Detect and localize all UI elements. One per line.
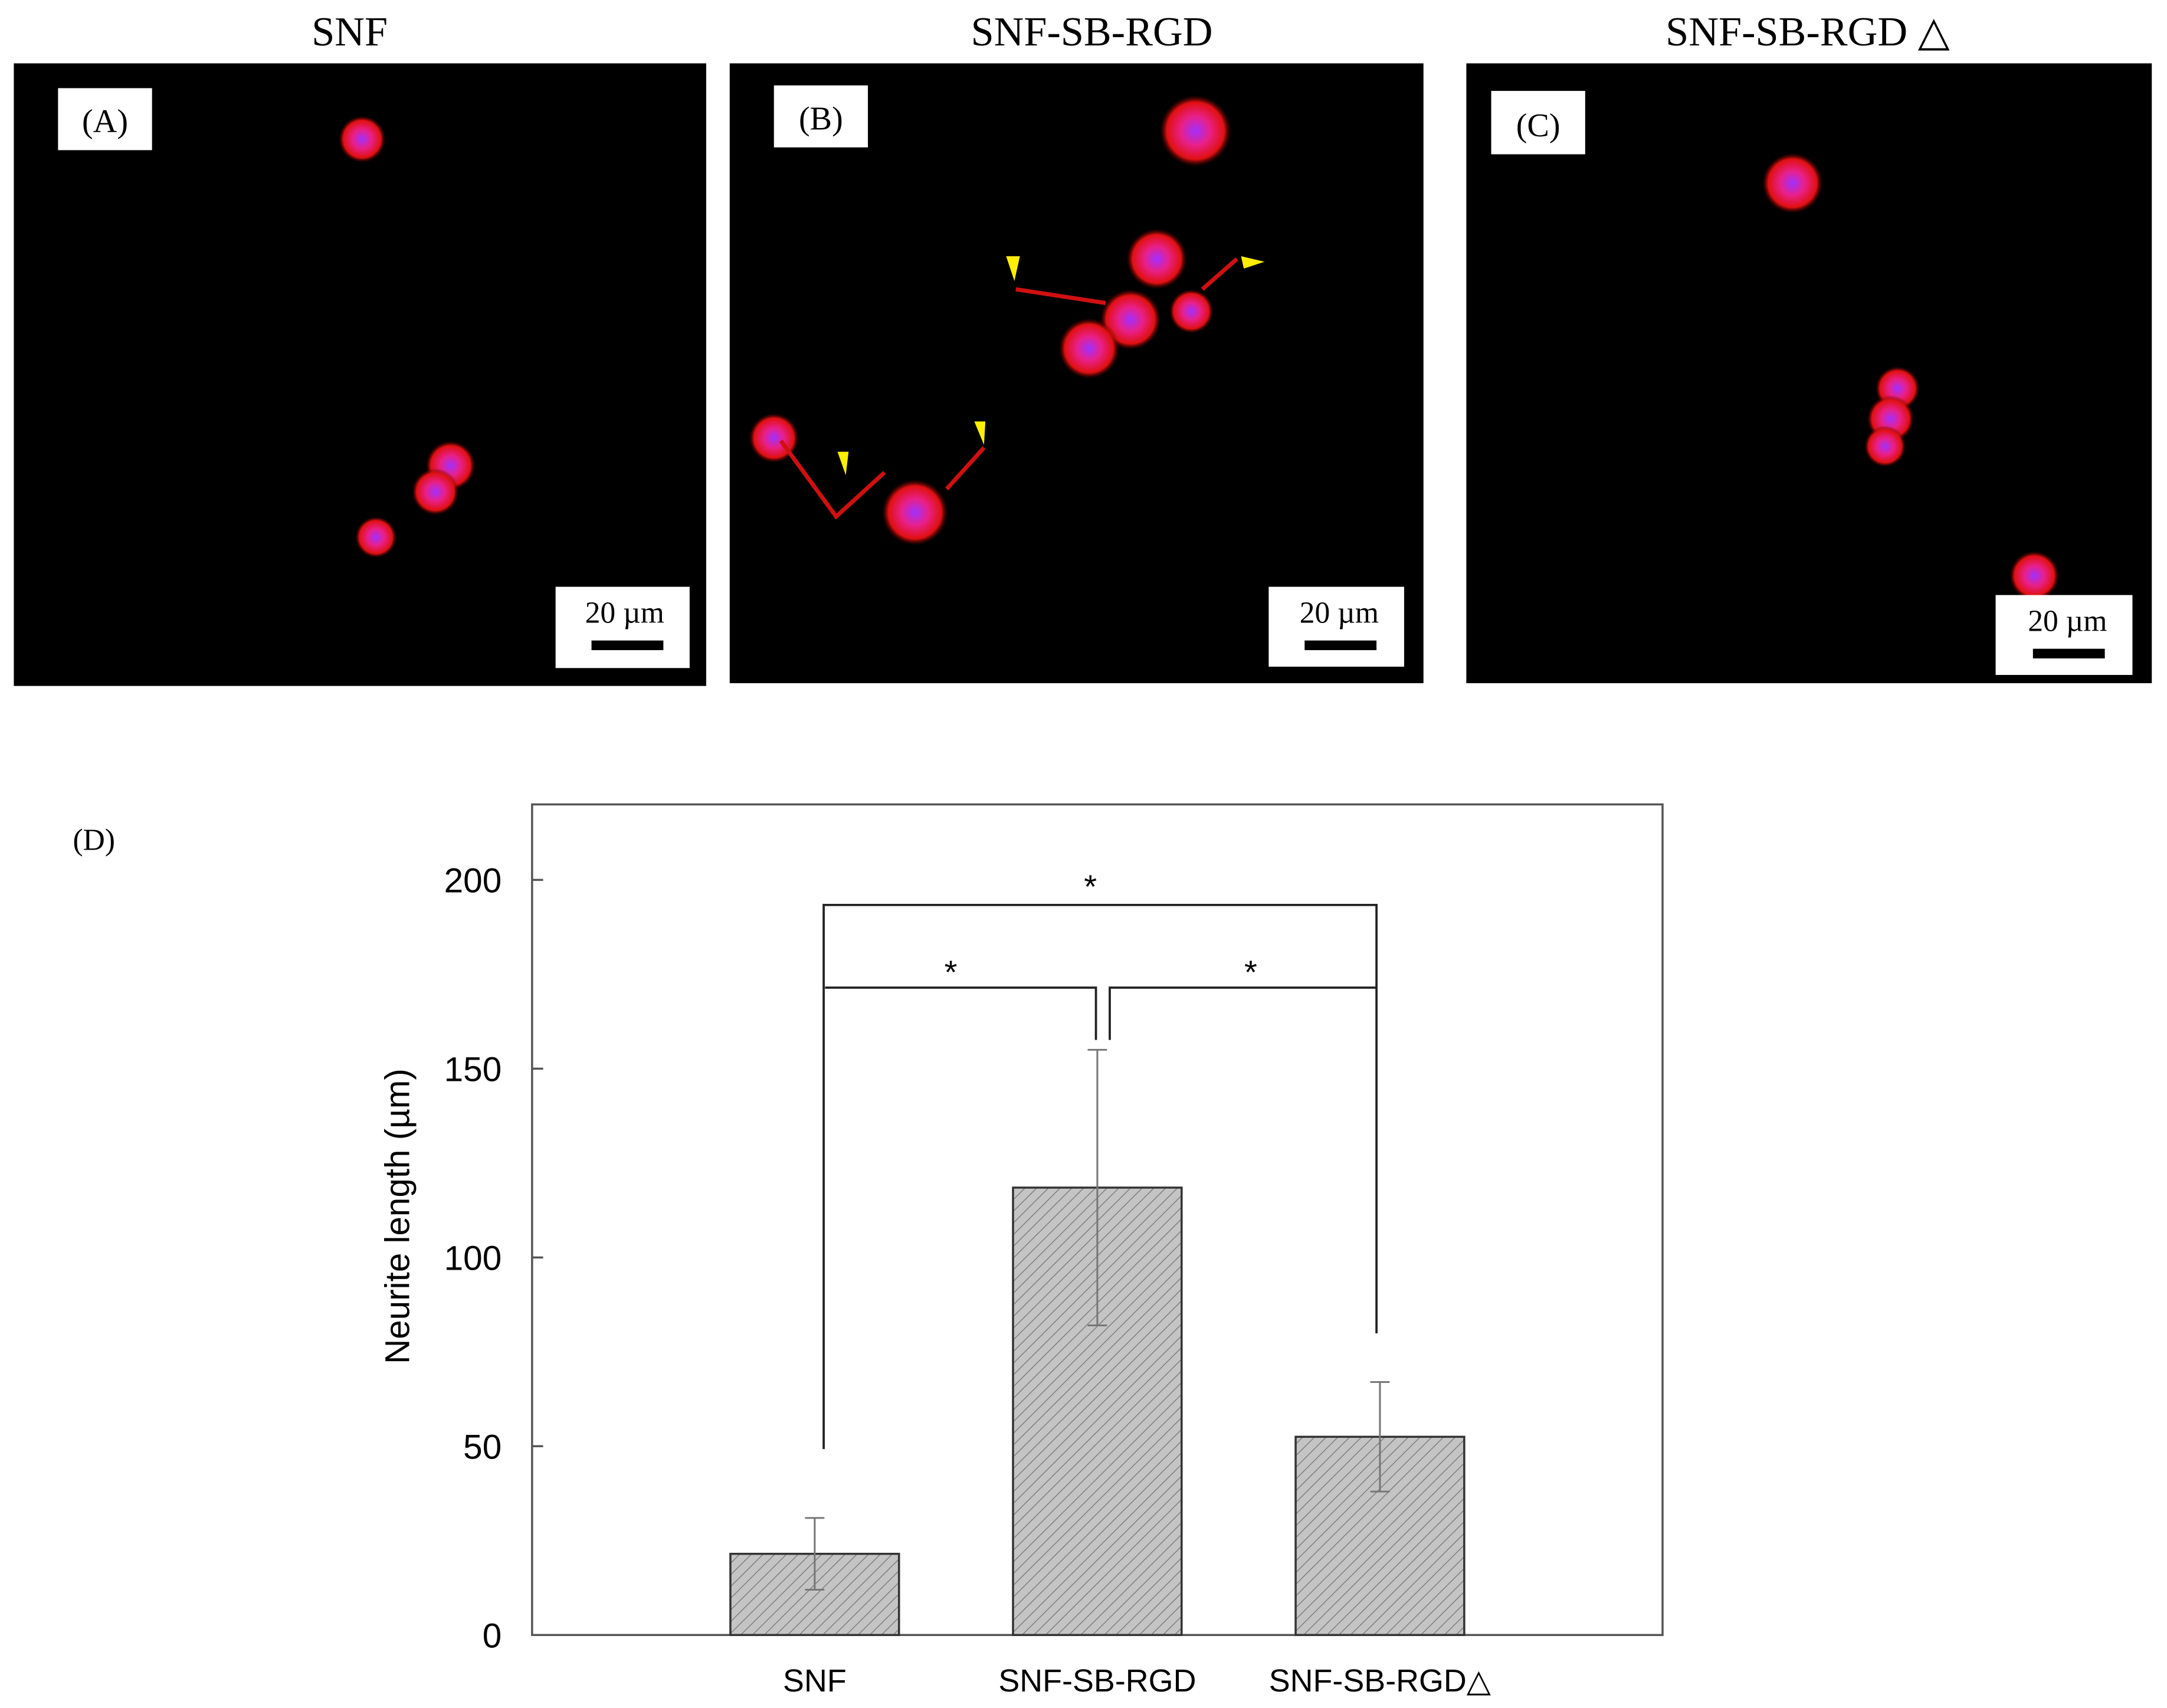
significance-star: * (1084, 868, 1097, 905)
panel-label: (A) (82, 103, 128, 140)
micrograph (729, 63, 1424, 684)
panel-label: (D) (73, 824, 116, 857)
significance-star: * (1244, 953, 1257, 991)
x-tick-label: SNF (783, 1663, 847, 1699)
micrograph (1466, 63, 2152, 684)
scale-bar-label: 20 µm (1300, 596, 1379, 630)
error-bar (1370, 1381, 1390, 1493)
error-bar (805, 1517, 825, 1591)
panel-title: SNF-SB-RGD △ (1666, 9, 1950, 55)
error-bar (1087, 1048, 1107, 1327)
panel-label: (B) (799, 101, 843, 137)
x-tick-label: SNF-SB-RGD△ (1269, 1663, 1491, 1699)
significance-star: * (945, 953, 958, 991)
y-tick-label: 0 (483, 1617, 502, 1655)
x-tick-label: SNF-SB-RGD (998, 1663, 1196, 1699)
significance-brackets (822, 904, 1378, 1450)
micrograph (14, 63, 707, 686)
y-tick-label: 50 (463, 1428, 501, 1466)
y-tick-label: 200 (444, 862, 502, 900)
y-axis-label: Neurite length (µm) (378, 1068, 417, 1364)
y-tick-label: 150 (444, 1050, 502, 1089)
scale-bar-label: 20 µm (2028, 604, 2107, 638)
panel-title: SNF (312, 9, 388, 55)
y-tick-label: 100 (444, 1239, 502, 1277)
scale-bar-label: 20 µm (585, 596, 664, 630)
panel-label: (C) (1516, 107, 1560, 144)
panel-title: SNF-SB-RGD (971, 9, 1213, 55)
